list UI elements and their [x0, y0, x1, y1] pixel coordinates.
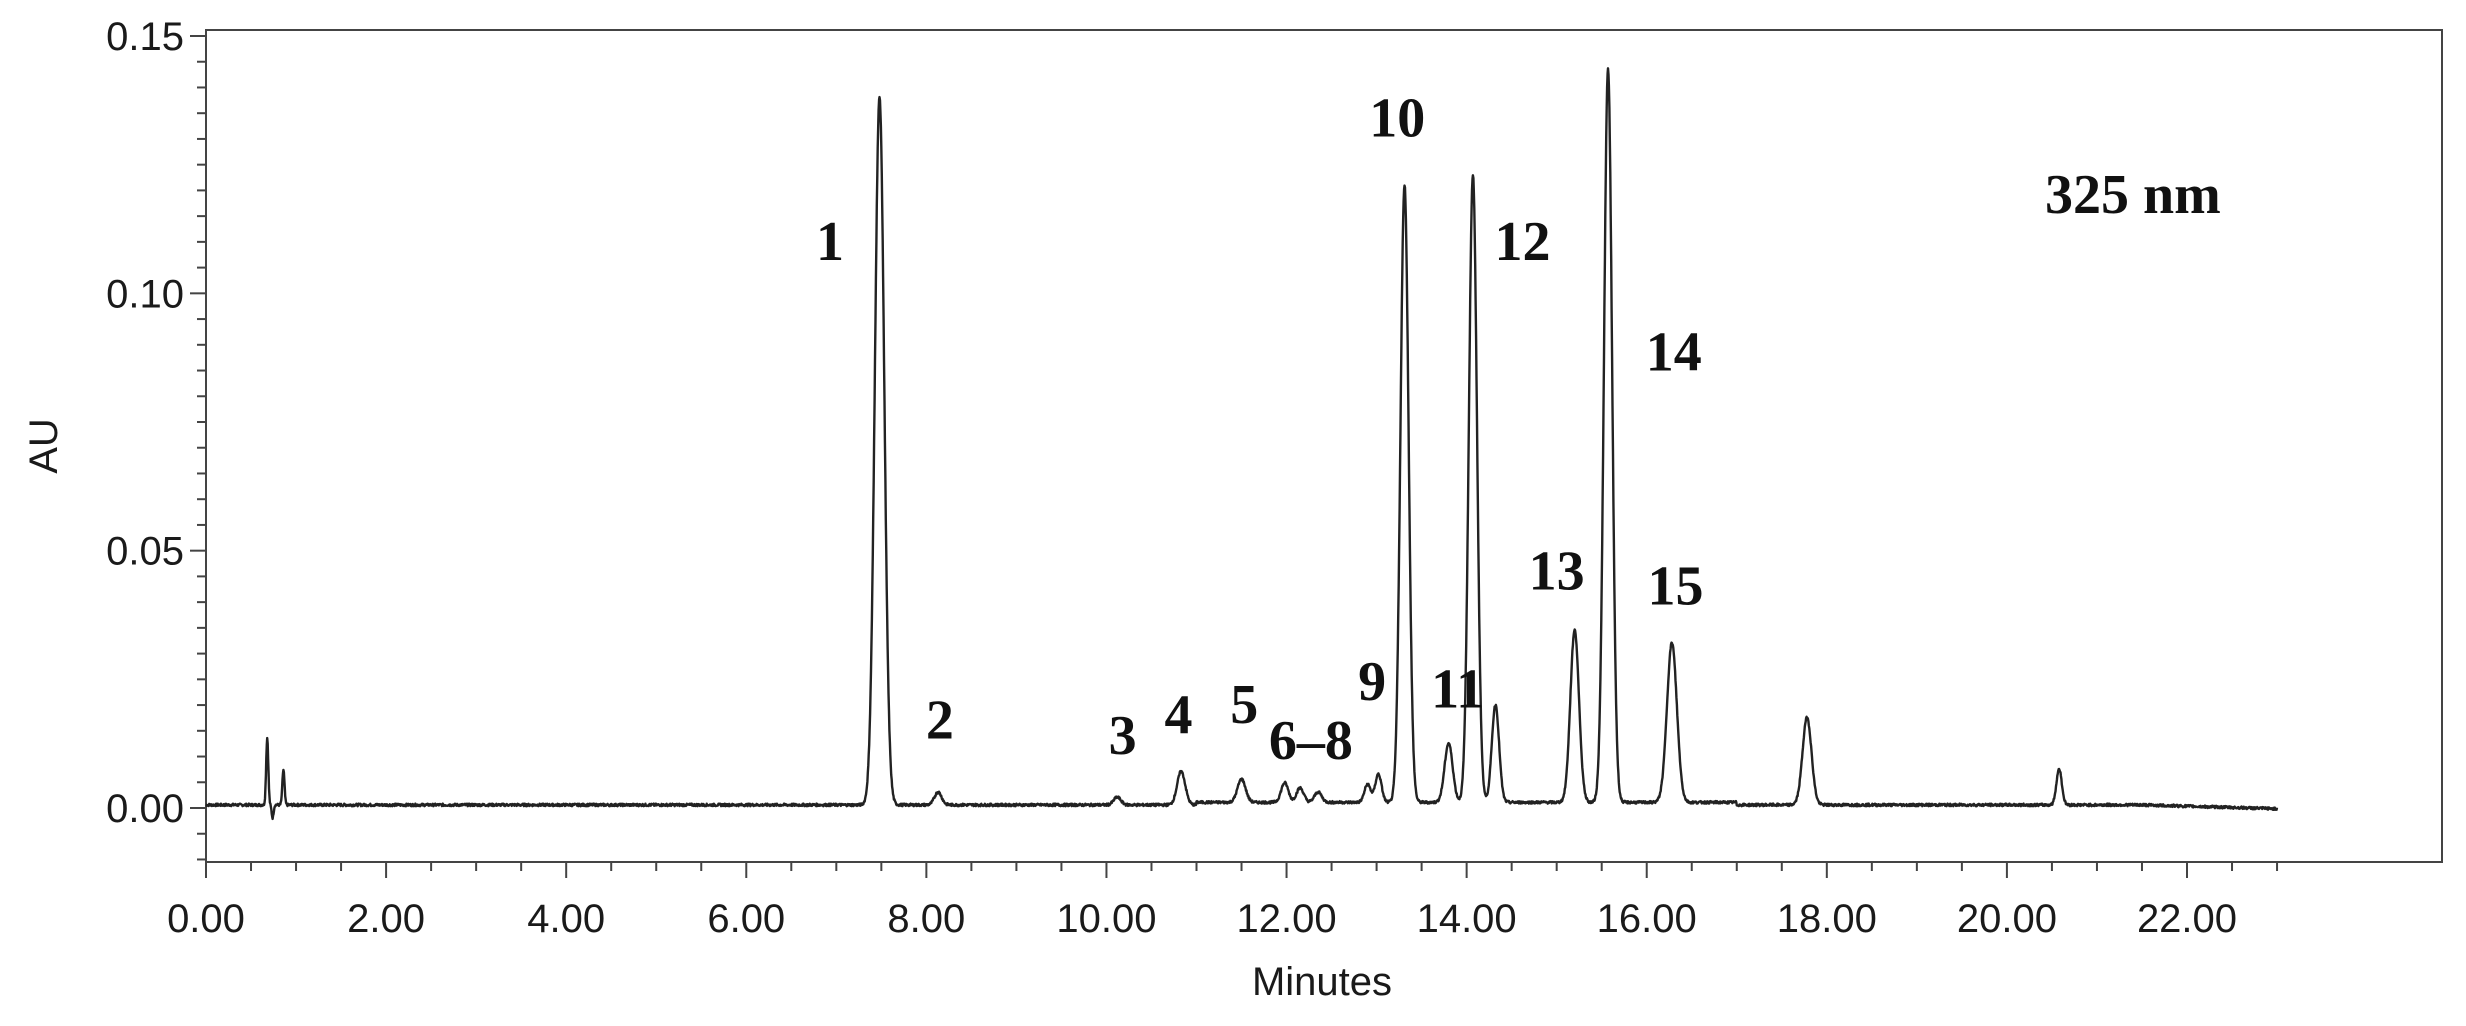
peak-label: 13	[1529, 540, 1585, 602]
x-tick-label: 6.00	[707, 897, 785, 941]
x-tick-label: 16.00	[1597, 897, 1697, 941]
y-tick-label: 0.15	[106, 15, 184, 59]
peak-label: 12	[1494, 211, 1550, 273]
peak-label: 15	[1648, 556, 1704, 618]
wavelength-label: 325 nm	[2045, 164, 2221, 226]
x-tick-label: 14.00	[1417, 897, 1517, 941]
x-axis: 0.00 2.00 4.00 6.00 8.00 10.00 12.00 14.00 16.00…	[167, 862, 2279, 941]
x-tick-label: 2.00	[347, 897, 425, 941]
peak-label: 3	[1109, 705, 1137, 767]
peak-label: 9	[1358, 651, 1386, 713]
peak-label: 4	[1164, 684, 1192, 746]
peak-label: 6–8	[1269, 710, 1353, 772]
y-tick-label: 0.10	[106, 272, 184, 316]
plot-frame	[205, 29, 2443, 863]
peak-label: 10	[1369, 87, 1425, 149]
x-axis-title: Minutes	[1252, 960, 1392, 1004]
y-tick-label: 0.05	[106, 530, 184, 574]
peak-label: 14	[1646, 322, 1702, 384]
y-axis: 0.00 0.05 0.10 0.15	[106, 15, 206, 861]
x-tick-label: 12.00	[1236, 897, 1336, 941]
peak-label: 1	[816, 211, 844, 273]
x-tick-label: 10.00	[1056, 897, 1156, 941]
y-axis-title: AU	[22, 418, 66, 474]
x-tick-label: 20.00	[1957, 897, 2057, 941]
peak-label: 2	[926, 690, 954, 752]
x-tick-label: 0.00	[167, 897, 245, 941]
x-tick-label: 8.00	[887, 897, 965, 941]
x-tick-label: 4.00	[527, 897, 605, 941]
y-tick-label: 0.00	[106, 787, 184, 831]
x-tick-label: 22.00	[2137, 897, 2237, 941]
chromatogram-trace	[205, 67, 2279, 821]
peak-label: 11	[1431, 659, 1484, 721]
x-tick-label: 18.00	[1777, 897, 1877, 941]
peak-label: 5	[1230, 674, 1258, 736]
